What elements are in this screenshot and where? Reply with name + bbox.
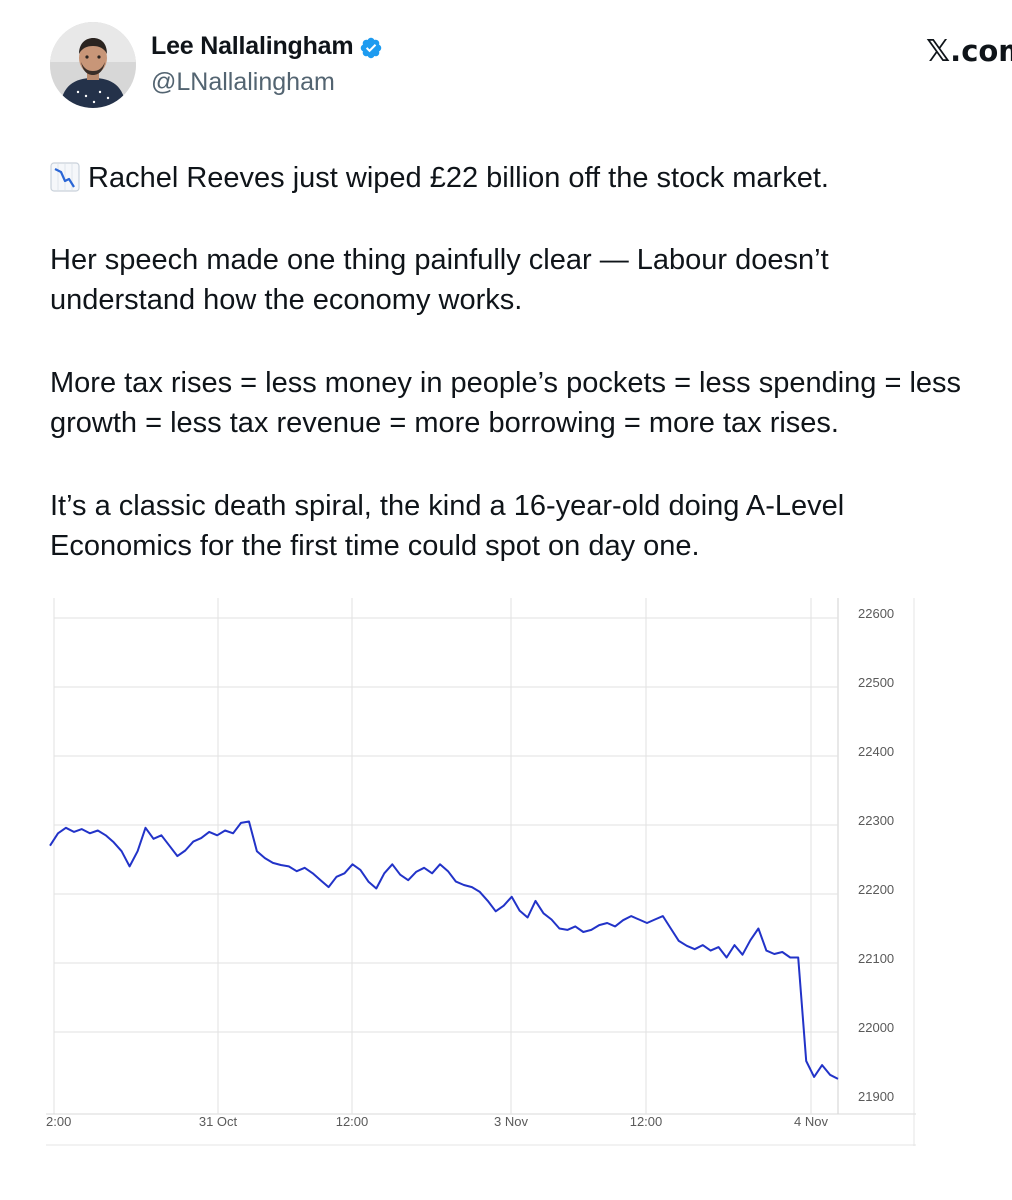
tweet-paragraph-text: Rachel Reeves just wiped £22 billion off… (88, 162, 829, 194)
y-tick-label: 22200 (858, 882, 894, 897)
chart-decreasing-icon (50, 162, 80, 192)
x-tick-label: 4 Nov (794, 1114, 828, 1129)
x-brand-icon: 𝕏 (926, 34, 951, 69)
x-tick-label: 3 Nov (494, 1114, 528, 1129)
x-tick-label: 12:00 (630, 1114, 663, 1129)
x-logo-suffix: .com (950, 34, 1012, 68)
series-line (49, 820, 839, 1080)
author-handle[interactable]: @LNallalingham (151, 68, 335, 96)
y-tick-label: 22100 (858, 951, 894, 966)
author-name-row[interactable]: Lee Nallalingham (151, 32, 383, 61)
x-tick-label: 31 Oct (199, 1114, 238, 1129)
y-tick-label: 22400 (858, 744, 894, 759)
tweet-paragraph: Her speech made one thing painfully clea… (50, 244, 829, 316)
y-tick-label: 21900 (858, 1089, 894, 1104)
y-tick-label: 22500 (858, 675, 894, 690)
y-tick-label: 22000 (858, 1020, 894, 1035)
verified-badge-icon (361, 37, 382, 58)
x-tick-label: 12:00 (336, 1114, 369, 1129)
tweet-paragraph: It’s a classic death spiral, the kind a … (50, 490, 845, 562)
tweet-paragraph: Rachel Reeves just wiped £22 billion off… (50, 158, 1010, 198)
stock-chart[interactable]: 22600 22500 22400 22300 22200 22100 22000 21900… (46, 598, 916, 1146)
author-display-name[interactable]: Lee Nallalingham (151, 32, 354, 60)
profile-photo-icon (50, 22, 136, 108)
tweet-paragraph: More tax rises = less money in people’s … (50, 367, 962, 439)
y-tick-label: 22600 (858, 606, 894, 621)
line-chart: 22600 22500 22400 22300 22200 22100 22000 21900… (46, 598, 916, 1146)
avatar[interactable] (50, 22, 136, 108)
x-tick-label: 2:00 (46, 1114, 71, 1129)
tweet-text: Rachel Reeves just wiped £22 billion off… (50, 158, 1010, 609)
x-logo[interactable]: 𝕏.com (926, 34, 1012, 69)
y-tick-label: 22300 (858, 813, 894, 828)
